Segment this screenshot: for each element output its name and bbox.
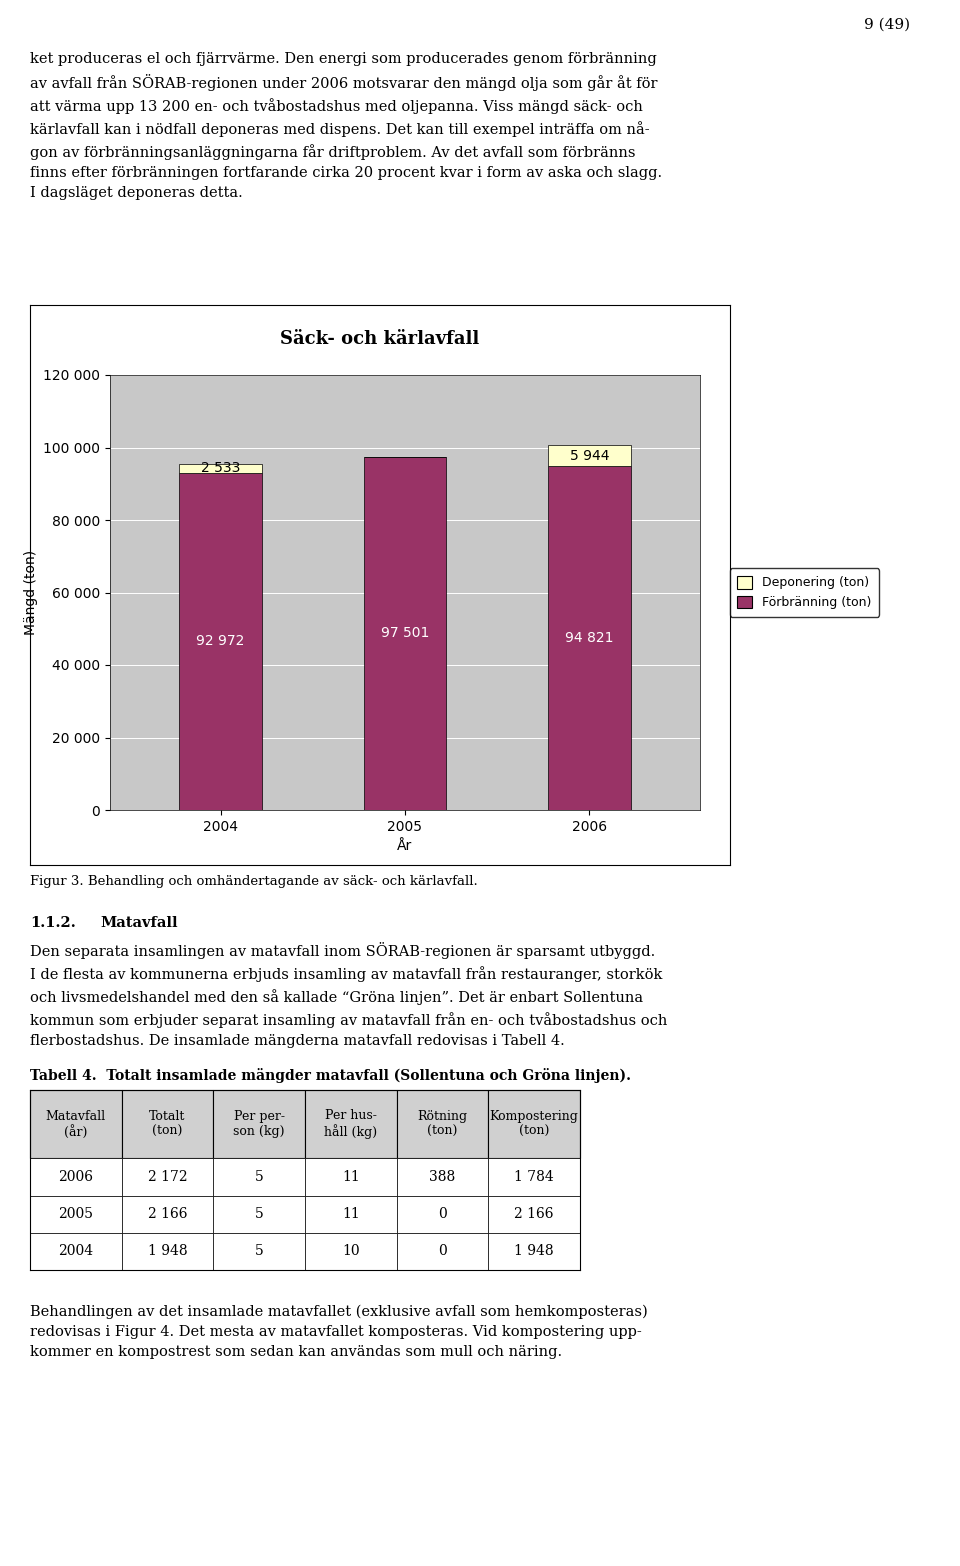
Bar (489, 1232, 580, 1270)
Text: 1 948: 1 948 (148, 1245, 187, 1259)
Text: 0: 0 (438, 1245, 446, 1259)
Text: 9 (49): 9 (49) (864, 17, 910, 31)
Bar (30, 1195, 122, 1232)
Bar (396, 1090, 489, 1159)
Bar (122, 1232, 213, 1270)
Text: 2005: 2005 (59, 1207, 93, 1221)
Text: 1.1.2.: 1.1.2. (30, 916, 76, 930)
Text: Behandlingen av det insamlade matavfallet (exklusive avfall som hemkomposteras)
: Behandlingen av det insamlade matavfalle… (30, 1304, 648, 1359)
Text: Säck- och kärlavfall: Säck- och kärlavfall (280, 330, 480, 348)
Bar (213, 1232, 305, 1270)
Text: 11: 11 (342, 1170, 360, 1184)
Text: 0: 0 (438, 1207, 446, 1221)
Text: 11: 11 (342, 1207, 360, 1221)
Text: Den separata insamlingen av matavfall inom SÖRAB-regionen är sparsamt utbyggd.
I: Den separata insamlingen av matavfall in… (30, 943, 667, 1048)
Text: Per hus-
håll (kg): Per hus- håll (kg) (324, 1109, 377, 1140)
Text: Totalt
(ton): Totalt (ton) (150, 1110, 185, 1138)
Bar (396, 1195, 489, 1232)
Text: 5: 5 (254, 1245, 264, 1259)
Text: 2 166: 2 166 (515, 1207, 554, 1221)
Text: Tabell 4.  Totalt insamlade mängder matavfall (Sollentuna och Gröna linjen).: Tabell 4. Totalt insamlade mängder matav… (30, 1068, 631, 1084)
Text: 10: 10 (342, 1245, 360, 1259)
Bar (489, 1159, 580, 1195)
Text: 5 944: 5 944 (569, 448, 610, 462)
Bar (305, 1195, 396, 1232)
Text: Per per-
son (kg): Per per- son (kg) (233, 1110, 285, 1138)
Text: Matavfall: Matavfall (100, 916, 178, 930)
Bar (489, 1195, 580, 1232)
Y-axis label: Mängd (ton): Mängd (ton) (24, 550, 37, 636)
Bar (548, 467, 631, 810)
Bar (180, 473, 262, 810)
Text: 2 172: 2 172 (148, 1170, 187, 1184)
Bar (489, 1090, 580, 1159)
Text: 5: 5 (254, 1207, 264, 1221)
Text: Figur 3. Behandling och omhändertagande av säck- och kärlavfall.: Figur 3. Behandling och omhändertagande … (30, 875, 478, 888)
Text: ket produceras el och fjärrvärme. Den energi som producerades genom förbränning
: ket produceras el och fjärrvärme. Den en… (30, 52, 662, 200)
Bar (180, 464, 262, 473)
Text: 2006: 2006 (59, 1170, 93, 1184)
Bar (122, 1195, 213, 1232)
Bar (213, 1195, 305, 1232)
Bar (30, 1090, 122, 1159)
Text: 388: 388 (429, 1170, 456, 1184)
Bar (122, 1090, 213, 1159)
Text: 2004: 2004 (59, 1245, 93, 1259)
Text: 1 784: 1 784 (515, 1170, 554, 1184)
Bar (548, 445, 631, 467)
Text: Kompostering
(ton): Kompostering (ton) (490, 1110, 579, 1138)
Text: 1 948: 1 948 (515, 1245, 554, 1259)
Bar (396, 1232, 489, 1270)
Text: 2 166: 2 166 (148, 1207, 187, 1221)
Text: 2 533: 2 533 (201, 462, 240, 476)
Text: Rötning
(ton): Rötning (ton) (418, 1110, 468, 1138)
Text: 5: 5 (254, 1170, 264, 1184)
Text: 92 972: 92 972 (197, 634, 245, 648)
Bar (305, 1159, 396, 1195)
Bar (213, 1159, 305, 1195)
Bar (305, 1090, 396, 1159)
Legend: Deponering (ton), Förbränning (ton): Deponering (ton), Förbränning (ton) (730, 568, 879, 617)
Bar (30, 1232, 122, 1270)
Text: 97 501: 97 501 (381, 626, 429, 640)
Bar (30, 1159, 122, 1195)
Bar (364, 457, 446, 810)
Bar (213, 1090, 305, 1159)
Text: 94 821: 94 821 (565, 631, 613, 645)
Bar (122, 1159, 213, 1195)
X-axis label: År: År (397, 839, 413, 853)
Bar (305, 1232, 396, 1270)
Bar (396, 1159, 489, 1195)
Text: Matavfall
(år): Matavfall (år) (46, 1110, 106, 1138)
